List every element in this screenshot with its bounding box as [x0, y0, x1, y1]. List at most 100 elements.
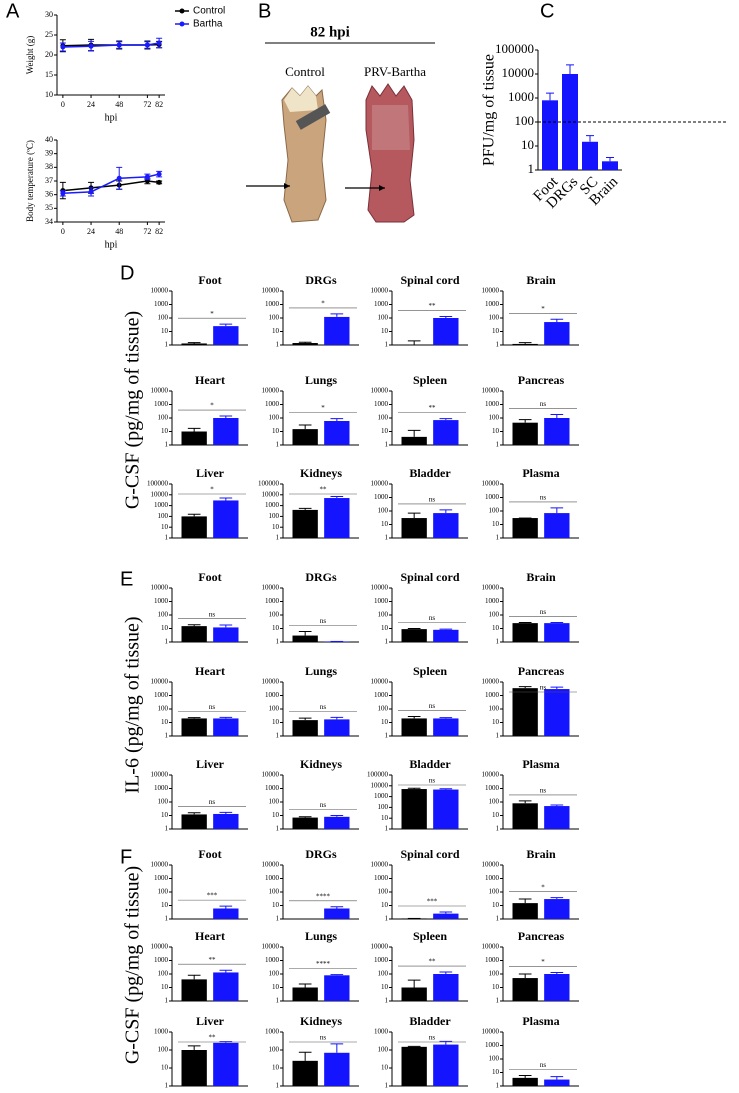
bar	[181, 431, 207, 445]
chart-title: Heart	[195, 373, 225, 387]
chart-title: Brain	[526, 847, 556, 861]
error-bar	[518, 342, 532, 344]
bar	[292, 720, 318, 736]
significance-label: ns	[320, 1034, 327, 1042]
y-tick-label: 10	[381, 624, 389, 632]
significance-label: **	[429, 404, 437, 412]
chart-title: Foot	[198, 570, 221, 584]
error-bar	[219, 323, 233, 327]
arrow-head	[284, 183, 290, 189]
significance-label: ns	[540, 493, 547, 501]
y-tick-label: 1000	[374, 300, 389, 308]
y-tick-label: 1000	[154, 691, 169, 699]
y-tick-label: 1	[276, 997, 280, 1005]
error-bar	[439, 315, 453, 318]
chart-title: DRGs	[305, 570, 337, 584]
y-tick-label: 100	[158, 888, 169, 896]
error-bar	[550, 414, 564, 418]
y-tick-label: 10	[161, 427, 169, 435]
chart-title: Pancreas	[518, 373, 565, 387]
error-bar	[298, 341, 312, 344]
x-tick-label: 82	[155, 227, 163, 236]
y-tick-label: 1000	[485, 493, 500, 501]
error-bar	[407, 787, 421, 790]
y-tick-label: 1	[165, 825, 169, 833]
y-tick-label: 10000	[151, 943, 169, 951]
y-tick-label: 1	[276, 638, 280, 646]
significance-label: ***	[427, 898, 438, 906]
bar	[181, 814, 207, 829]
y-tick-label: 1	[165, 915, 169, 923]
bar	[512, 422, 538, 445]
y-tick-label: 1000	[374, 1028, 389, 1036]
point	[156, 171, 162, 177]
error-bar	[298, 424, 312, 430]
y-tick-label: 1000	[485, 1041, 500, 1049]
y-tick-label: 10000	[482, 678, 500, 686]
y-tick-label: 10	[161, 718, 169, 726]
y-tick-label: 1	[496, 825, 500, 833]
y-tick-label: 1000	[154, 400, 169, 408]
y-tick-label: 1	[385, 915, 389, 923]
error-bar	[518, 800, 532, 804]
y-tick-label: 100	[269, 314, 280, 322]
y-tick-label: 1	[276, 825, 280, 833]
y-tick-label: 100	[269, 1046, 280, 1054]
y-tick-label: 100	[269, 705, 280, 713]
y-tick-label: 10000	[482, 287, 500, 295]
error-bar	[219, 716, 233, 719]
bar	[324, 316, 350, 345]
y-tick-label: 10	[521, 137, 534, 152]
y-tick-label: 1	[165, 732, 169, 740]
y-tick-label: 10000	[262, 490, 280, 498]
y-tick-label: 10	[381, 814, 389, 822]
y-tick-label: 10	[45, 90, 53, 99]
x-tick-label: 0	[61, 227, 65, 236]
panel-label: A	[6, 0, 20, 22]
legend-label: Bartha	[193, 19, 223, 30]
bar	[324, 816, 350, 829]
bar	[181, 979, 207, 1001]
point	[116, 42, 122, 48]
significance-label: ns	[540, 400, 547, 408]
error-bar	[187, 513, 201, 517]
y-tick-label: 100	[489, 414, 500, 422]
error-bar	[407, 340, 421, 345]
y-tick-label: 100000	[367, 771, 389, 779]
significance-label: ns	[429, 1034, 436, 1042]
error-bar	[219, 415, 233, 418]
bar	[401, 987, 427, 1001]
y-tick-label: 1000	[265, 874, 280, 882]
chart-title: Spinal cord	[400, 847, 459, 861]
y-tick-label: 100	[158, 512, 169, 520]
bar	[433, 1044, 459, 1086]
bar	[324, 420, 350, 445]
chart-title: Bladder	[409, 1014, 451, 1028]
bar	[544, 322, 570, 345]
bar	[213, 418, 239, 445]
y-tick-label: 1	[165, 341, 169, 349]
bar	[582, 141, 598, 170]
y-tick-label: 10000	[371, 781, 389, 789]
y-tick-label: 38	[45, 162, 53, 171]
y-tick-label: 10	[492, 983, 500, 991]
bar	[512, 343, 538, 345]
error-bar	[518, 419, 532, 423]
y-tick-label: 35	[45, 203, 53, 212]
y-tick-label: 1	[385, 638, 389, 646]
y-tick-label: 1000	[485, 691, 500, 699]
error-bar	[330, 495, 344, 499]
bar	[433, 913, 459, 919]
x-tick-label: 72	[143, 100, 151, 109]
error-bar	[518, 1074, 532, 1078]
y-tick-label: 10	[381, 718, 389, 726]
y-tick-label: 10	[381, 983, 389, 991]
error-bar	[330, 418, 344, 421]
y-tick-label: 10000	[262, 584, 280, 592]
y-tick-label: 100	[158, 705, 169, 713]
panel-label: B	[258, 0, 271, 22]
y-tick-label: 1	[385, 534, 389, 542]
bar	[292, 343, 318, 345]
chart-title: Liver	[196, 1014, 225, 1028]
error-bar	[407, 715, 421, 719]
